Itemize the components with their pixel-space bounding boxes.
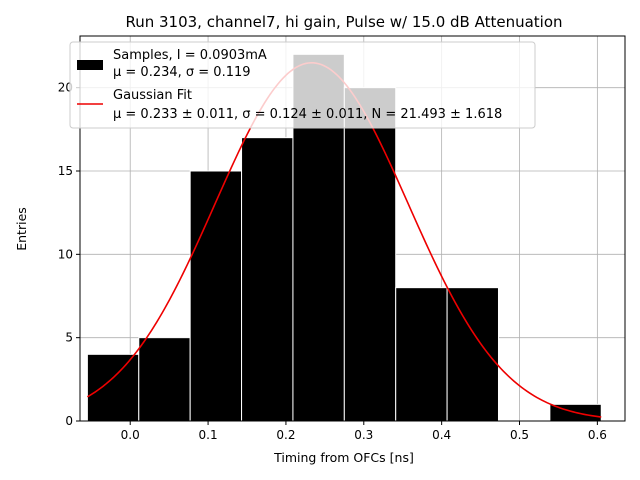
legend-swatch-samples xyxy=(77,60,103,70)
legend: Samples, I = 0.0903mA μ = 0.234, σ = 0.1… xyxy=(69,41,536,129)
x-tick-label: 0.1 xyxy=(199,428,218,442)
y-tick-label: 0 xyxy=(65,414,73,428)
histogram-bars xyxy=(86,53,602,422)
x-tick-label: 0.2 xyxy=(276,428,295,442)
axis-ticks: 0.0 0.1 0.2 0.3 0.4 0.5 0.6 0 5 10 15 20 xyxy=(58,81,607,442)
histogram-bar xyxy=(86,353,140,422)
histogram-bar xyxy=(446,287,499,422)
y-tick-label: 20 xyxy=(58,81,73,95)
x-tick-label: 0.4 xyxy=(432,428,451,442)
x-tick-label: 0.3 xyxy=(354,428,373,442)
plot-frame xyxy=(79,35,626,422)
x-axis-label: Timing from OFCs [ns] xyxy=(273,450,414,465)
y-tick-label: 15 xyxy=(58,164,73,178)
y-axis-label: Entries xyxy=(14,207,29,251)
legend-samples-line1: Samples, I = 0.0903mA xyxy=(113,48,267,63)
legend-box xyxy=(69,41,536,129)
histogram-bar xyxy=(241,137,294,422)
y-tick-label: 10 xyxy=(58,247,73,261)
histogram-bar xyxy=(395,287,448,422)
y-tick-label: 5 xyxy=(65,331,73,345)
histogram-bar xyxy=(189,170,243,422)
histogram-bar xyxy=(343,87,397,422)
histogram-bar xyxy=(138,337,191,422)
legend-fit-line1: Gaussian Fit xyxy=(113,88,192,103)
chart-title: Run 3103, channel7, hi gain, Pulse w/ 15… xyxy=(125,13,562,31)
legend-samples-line2: μ = 0.234, σ = 0.119 xyxy=(113,65,251,80)
x-tick-label: 0.0 xyxy=(121,428,140,442)
legend-fit-line2: μ = 0.233 ± 0.011, σ = 0.124 ± 0.011, N … xyxy=(113,107,502,122)
x-tick-label: 0.6 xyxy=(588,428,607,442)
x-tick-label: 0.5 xyxy=(510,428,529,442)
